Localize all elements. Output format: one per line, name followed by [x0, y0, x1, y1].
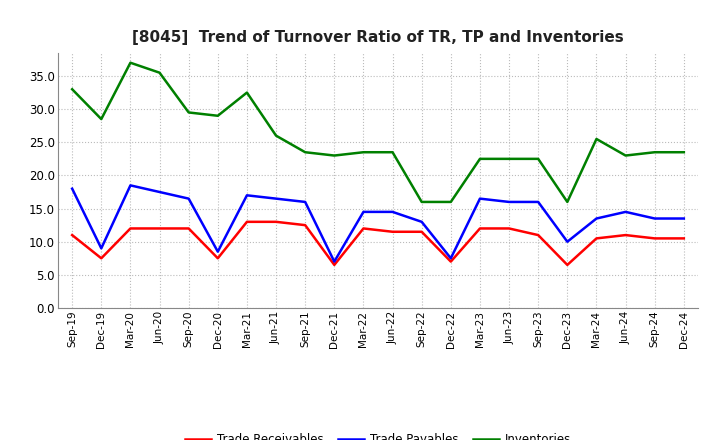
- Inventories: [184, 110, 193, 115]
- Trade Payables: [126, 183, 135, 188]
- Trade Payables: [184, 196, 193, 201]
- Trade Receivables: [156, 226, 164, 231]
- Trade Receivables: [592, 236, 600, 241]
- Inventories: [505, 156, 513, 161]
- Trade Payables: [156, 189, 164, 194]
- Trade Payables: [534, 199, 543, 205]
- Trade Payables: [476, 196, 485, 201]
- Trade Payables: [418, 219, 426, 224]
- Trade Payables: [68, 186, 76, 191]
- Trade Payables: [446, 256, 455, 261]
- Trade Payables: [301, 199, 310, 205]
- Inventories: [243, 90, 251, 95]
- Trade Receivables: [388, 229, 397, 235]
- Inventories: [476, 156, 485, 161]
- Inventories: [126, 60, 135, 66]
- Inventories: [359, 150, 368, 155]
- Trade Payables: [271, 196, 280, 201]
- Trade Payables: [505, 199, 513, 205]
- Inventories: [156, 70, 164, 75]
- Trade Receivables: [68, 232, 76, 238]
- Trade Receivables: [359, 226, 368, 231]
- Inventories: [301, 150, 310, 155]
- Trade Payables: [97, 246, 106, 251]
- Inventories: [563, 199, 572, 205]
- Inventories: [446, 199, 455, 205]
- Trade Receivables: [650, 236, 659, 241]
- Line: Trade Receivables: Trade Receivables: [72, 222, 684, 265]
- Inventories: [330, 153, 338, 158]
- Inventories: [418, 199, 426, 205]
- Inventories: [680, 150, 688, 155]
- Inventories: [534, 156, 543, 161]
- Trade Receivables: [301, 223, 310, 228]
- Trade Receivables: [476, 226, 485, 231]
- Trade Receivables: [621, 232, 630, 238]
- Inventories: [650, 150, 659, 155]
- Trade Payables: [680, 216, 688, 221]
- Legend: Trade Receivables, Trade Payables, Inventories: Trade Receivables, Trade Payables, Inven…: [181, 429, 575, 440]
- Trade Receivables: [418, 229, 426, 235]
- Trade Payables: [592, 216, 600, 221]
- Trade Payables: [388, 209, 397, 215]
- Trade Payables: [213, 249, 222, 254]
- Inventories: [97, 117, 106, 122]
- Trade Payables: [359, 209, 368, 215]
- Inventories: [271, 133, 280, 138]
- Inventories: [592, 136, 600, 142]
- Trade Payables: [330, 259, 338, 264]
- Trade Receivables: [505, 226, 513, 231]
- Title: [8045]  Trend of Turnover Ratio of TR, TP and Inventories: [8045] Trend of Turnover Ratio of TR, TP…: [132, 29, 624, 45]
- Trade Payables: [621, 209, 630, 215]
- Trade Receivables: [330, 262, 338, 268]
- Inventories: [621, 153, 630, 158]
- Trade Receivables: [126, 226, 135, 231]
- Trade Receivables: [213, 256, 222, 261]
- Inventories: [388, 150, 397, 155]
- Trade Receivables: [271, 219, 280, 224]
- Line: Trade Payables: Trade Payables: [72, 185, 684, 262]
- Trade Receivables: [563, 262, 572, 268]
- Trade Receivables: [184, 226, 193, 231]
- Inventories: [68, 87, 76, 92]
- Trade Receivables: [680, 236, 688, 241]
- Trade Receivables: [97, 256, 106, 261]
- Trade Receivables: [534, 232, 543, 238]
- Inventories: [213, 113, 222, 118]
- Trade Payables: [243, 193, 251, 198]
- Trade Receivables: [243, 219, 251, 224]
- Trade Payables: [563, 239, 572, 244]
- Line: Inventories: Inventories: [72, 63, 684, 202]
- Trade Receivables: [446, 259, 455, 264]
- Trade Payables: [650, 216, 659, 221]
